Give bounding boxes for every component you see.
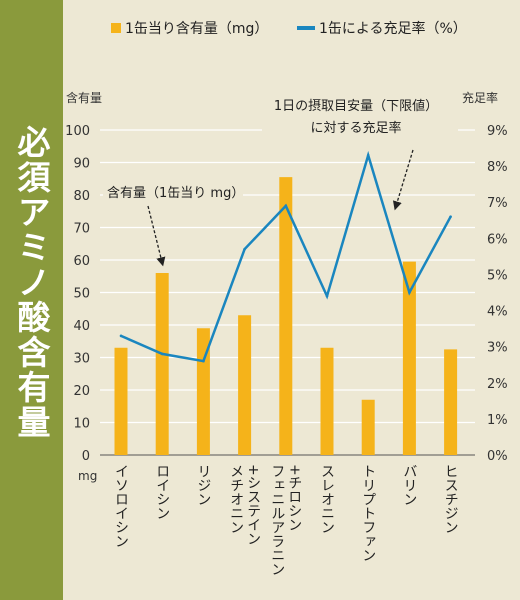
line-point bbox=[284, 204, 288, 208]
annotation-bg bbox=[103, 182, 243, 202]
bar bbox=[279, 177, 293, 455]
line-point bbox=[160, 352, 164, 356]
line-point bbox=[449, 215, 452, 218]
category-label: ヒスチジン bbox=[443, 464, 459, 534]
y-left-tick-label: 80 bbox=[73, 189, 90, 204]
y-left-tick-label: 70 bbox=[73, 222, 90, 237]
legend-swatch-bar bbox=[111, 23, 121, 33]
bar bbox=[361, 399, 375, 455]
y-left-tick-label: 50 bbox=[73, 287, 90, 302]
y-left-unit-label: mg bbox=[78, 469, 97, 483]
annotation-bar-arrow bbox=[147, 205, 166, 267]
y-left-tick-label: 0 bbox=[82, 449, 90, 464]
line-point bbox=[202, 359, 205, 363]
y-right-tick-label: 6% bbox=[487, 232, 508, 247]
y-right-tick-label: 7% bbox=[487, 196, 508, 211]
y-left-tick-label: 90 bbox=[73, 157, 90, 172]
category-label: スレオニン bbox=[319, 464, 335, 534]
category-label: ロイシン bbox=[154, 464, 170, 520]
y-left-tick-label: 40 bbox=[73, 319, 90, 334]
category-label: リジン bbox=[195, 464, 211, 506]
y-left-tick-label: 100 bbox=[65, 124, 90, 139]
legend-label-line: 1缶による充足率（%） bbox=[319, 20, 467, 37]
line-point bbox=[119, 334, 123, 338]
y-right-tick-label: 3% bbox=[487, 341, 508, 356]
y-right-tick-label: 8% bbox=[487, 160, 508, 175]
line-point bbox=[366, 153, 370, 157]
bar bbox=[320, 347, 334, 455]
y-right-tick-label: 5% bbox=[487, 268, 508, 283]
category-label: フェニルアラニン bbox=[269, 464, 285, 576]
category-label: メチオニン bbox=[228, 464, 244, 534]
bar bbox=[155, 273, 169, 455]
category-label: +システイン bbox=[245, 464, 261, 546]
y-right-tick-label: 0% bbox=[487, 449, 508, 464]
y-left-axis-title: 含有量 bbox=[66, 90, 102, 105]
bar bbox=[402, 261, 416, 455]
bar bbox=[444, 349, 458, 455]
line-point bbox=[243, 247, 246, 251]
y-left-tick-label: 60 bbox=[73, 254, 90, 269]
y-right-tick-label: 1% bbox=[487, 413, 508, 428]
y-left-tick-label: 10 bbox=[73, 417, 90, 432]
y-right-tick-label: 2% bbox=[487, 377, 508, 392]
legend-label-bar: 1缶当り含有量（mg） bbox=[125, 21, 268, 37]
y-right-tick-label: 4% bbox=[487, 305, 508, 320]
y-left-tick-label: 20 bbox=[73, 384, 90, 399]
category-label: バリン bbox=[401, 464, 417, 506]
line-point bbox=[408, 291, 411, 294]
sidebar: 必須アミノ酸含有量 bbox=[0, 0, 63, 600]
annotation-line-arrow bbox=[392, 149, 414, 211]
y-right-axis-title: 充足率 bbox=[462, 90, 498, 105]
bar bbox=[238, 315, 252, 455]
legend-swatch-line bbox=[297, 26, 315, 30]
annotation-line-text: 1日の摂取目安量（下限値）に対する充足率 bbox=[274, 98, 438, 136]
bar bbox=[114, 347, 128, 455]
y-left-tick-label: 30 bbox=[73, 352, 90, 367]
category-label: +チロシン bbox=[286, 464, 302, 532]
category-label: トリプトファン bbox=[360, 464, 376, 562]
category-label: イソロイシン bbox=[113, 464, 129, 548]
annotation-bar-text: 含有量（1缶当り mg） bbox=[107, 185, 244, 201]
y-right-tick-label: 9% bbox=[487, 124, 508, 139]
line-point bbox=[325, 294, 329, 298]
sidebar-title: 必須アミノ酸含有量 bbox=[12, 125, 51, 440]
annotation-bg bbox=[262, 92, 458, 138]
